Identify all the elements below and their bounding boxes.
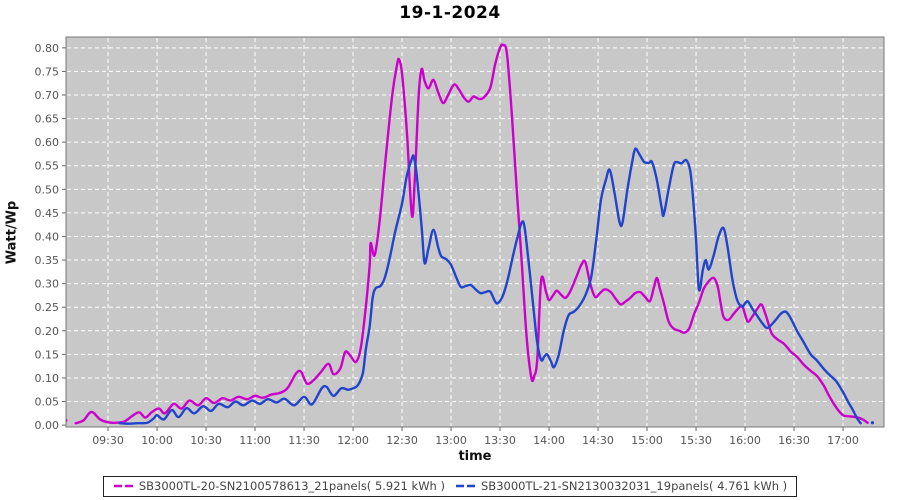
y-tick-label: 0.65 bbox=[35, 113, 60, 126]
legend: SB3000TL-20-SN2100578613_21panels( 5.921… bbox=[0, 476, 900, 497]
legend-line-swatch-icon bbox=[113, 482, 135, 490]
y-tick-label: 0.50 bbox=[35, 183, 60, 196]
x-tick-label: 14:00 bbox=[533, 434, 565, 447]
y-tick-label: 0.25 bbox=[35, 301, 60, 314]
x-tick-label: 16:30 bbox=[778, 434, 810, 447]
legend-box: SB3000TL-20-SN2100578613_21panels( 5.921… bbox=[102, 476, 798, 497]
legend-label-sb3000tl-21: SB3000TL-21-SN2130032031_19panels( 4.761… bbox=[481, 479, 788, 493]
y-tick-label: 0.05 bbox=[35, 396, 60, 409]
chart-title: 19-1-2024 bbox=[399, 3, 501, 23]
legend-label-sb3000tl-20: SB3000TL-20-SN2100578613_21panels( 5.921… bbox=[138, 479, 445, 493]
legend-line-swatch-icon bbox=[455, 482, 477, 490]
x-axis-label: time bbox=[458, 449, 492, 464]
x-tick-label: 14:30 bbox=[582, 434, 614, 447]
y-tick-label: 0.80 bbox=[35, 42, 60, 55]
y-tick-label: 0.55 bbox=[35, 160, 60, 173]
y-tick-label: 0.75 bbox=[35, 65, 60, 78]
x-tick-label: 13:30 bbox=[484, 434, 516, 447]
plot-border bbox=[65, 36, 885, 428]
x-tick-label: 16:00 bbox=[729, 434, 761, 447]
y-tick-label: 0.60 bbox=[35, 136, 60, 149]
x-tick-label: 17:00 bbox=[827, 434, 859, 447]
x-tick-label: 12:30 bbox=[386, 434, 418, 447]
x-tick-label: 10:00 bbox=[141, 434, 173, 447]
y-tick-label: 0.70 bbox=[35, 89, 60, 102]
y-tick-label: 0.15 bbox=[35, 348, 60, 361]
x-tick-label: 11:00 bbox=[239, 434, 271, 447]
legend-item-sb3000tl-21: SB3000TL-21-SN2130032031_19panels( 4.761… bbox=[455, 479, 787, 493]
x-tick-label: 10:30 bbox=[190, 434, 222, 447]
y-tick-label: 0.45 bbox=[35, 207, 60, 220]
y-axis-label: Watt/Wp bbox=[4, 200, 20, 265]
x-tick-label: 15:00 bbox=[631, 434, 663, 447]
x-tick-label: 15:30 bbox=[680, 434, 712, 447]
x-tick-label: 09:30 bbox=[92, 434, 124, 447]
x-tick-label: 12:00 bbox=[337, 434, 369, 447]
y-tick-label: 0.20 bbox=[35, 325, 60, 338]
series-line-sb3000tl-20 bbox=[74, 43, 869, 425]
x-tick-label: 13:00 bbox=[435, 434, 467, 447]
y-tick-label: 0.30 bbox=[35, 278, 60, 291]
y-tick-label: 0.00 bbox=[35, 419, 60, 432]
series-point-sb3000tl-21 bbox=[870, 421, 875, 425]
axis-ticks: 0.00 0.05 0.10 0.15 0.20 0.25 0.30 0.35 0.40 0.45… bbox=[35, 42, 859, 447]
series-group bbox=[66, 43, 875, 425]
y-tick-label: 0.10 bbox=[35, 372, 60, 385]
legend-item-sb3000tl-20: SB3000TL-20-SN2100578613_21panels( 5.921… bbox=[113, 479, 445, 493]
x-tick-label: 11:30 bbox=[288, 434, 320, 447]
plot-area bbox=[66, 37, 884, 427]
series-line-sb3000tl-21 bbox=[118, 147, 862, 425]
y-tick-label: 0.40 bbox=[35, 230, 60, 243]
y-tick-label: 0.35 bbox=[35, 254, 60, 267]
